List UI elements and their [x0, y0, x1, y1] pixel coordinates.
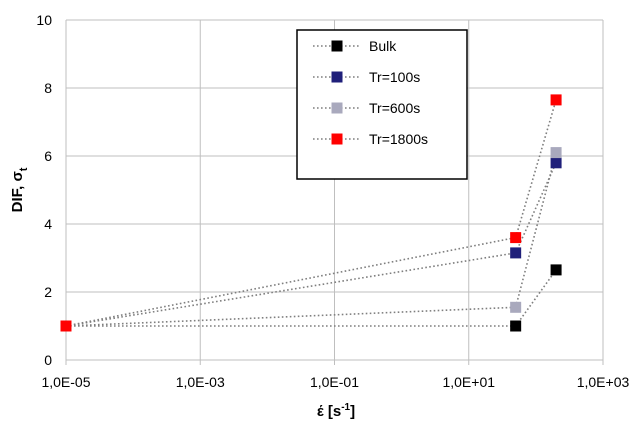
legend-swatch-tr-1800s — [331, 133, 343, 145]
legend-label-tr-600s: Tr=600s — [369, 100, 420, 116]
legend-label-tr-1800s: Tr=1800s — [369, 131, 428, 147]
x-tick-label: 1,0E-01 — [310, 374, 359, 390]
series-line-tr-600s — [65, 306, 516, 327]
series-lines — [65, 99, 557, 327]
x-tick-label: 1,0E-03 — [176, 374, 225, 390]
legend-box — [296, 29, 468, 180]
series-line-tr-100s — [514, 162, 557, 254]
x-tick-label: 1,0E+01 — [442, 374, 495, 390]
tick-labels: 0 2 4 6 8 10 1,0E-05 1,0E-03 1,0E-01 1,0E+01 1,0E+… — [36, 12, 629, 390]
data-point-bulk — [550, 264, 562, 276]
legend-swatch-bulk — [331, 40, 343, 52]
y-tick-label: 8 — [44, 80, 52, 96]
data-point-tr-100s — [550, 157, 562, 169]
x-axis-title: έ [s-1] — [317, 402, 355, 420]
y-tick-label: 2 — [44, 284, 52, 300]
legend-label-bulk: Bulk — [369, 38, 397, 54]
y-axis-title: DIF, σt — [9, 167, 30, 212]
series-line-tr-1800s — [65, 236, 516, 327]
x-tick-label: 1,0E+03 — [577, 374, 630, 390]
series-markers — [60, 94, 562, 332]
y-tick-label: 4 — [44, 216, 52, 232]
series-line-tr-1800s — [514, 99, 557, 238]
data-point-tr-100s — [510, 247, 522, 259]
legend-label-tr-100s: Tr=100s — [369, 69, 420, 85]
series-line-tr-100s — [65, 252, 516, 327]
x-tick-label: 1,0E-05 — [41, 374, 90, 390]
series-line-tr-600s — [514, 152, 557, 308]
data-point-tr-600s — [510, 301, 522, 313]
data-point-tr-1800s — [60, 320, 72, 332]
y-tick-label: 0 — [44, 352, 52, 368]
y-tick-label: 6 — [44, 148, 52, 164]
data-series — [60, 94, 562, 332]
legend-swatch-tr-600s — [331, 102, 343, 114]
series-line-bulk — [515, 269, 557, 327]
data-point-tr-600s — [550, 147, 562, 159]
y-tick-label: 10 — [36, 12, 52, 28]
data-point-tr-1800s — [510, 232, 522, 244]
legend-swatch-tr-100s — [331, 71, 343, 83]
data-point-bulk — [510, 320, 522, 332]
legend: Bulk Tr=100s Tr=600s Tr=1800s — [296, 29, 468, 180]
data-point-tr-1800s — [550, 94, 562, 106]
